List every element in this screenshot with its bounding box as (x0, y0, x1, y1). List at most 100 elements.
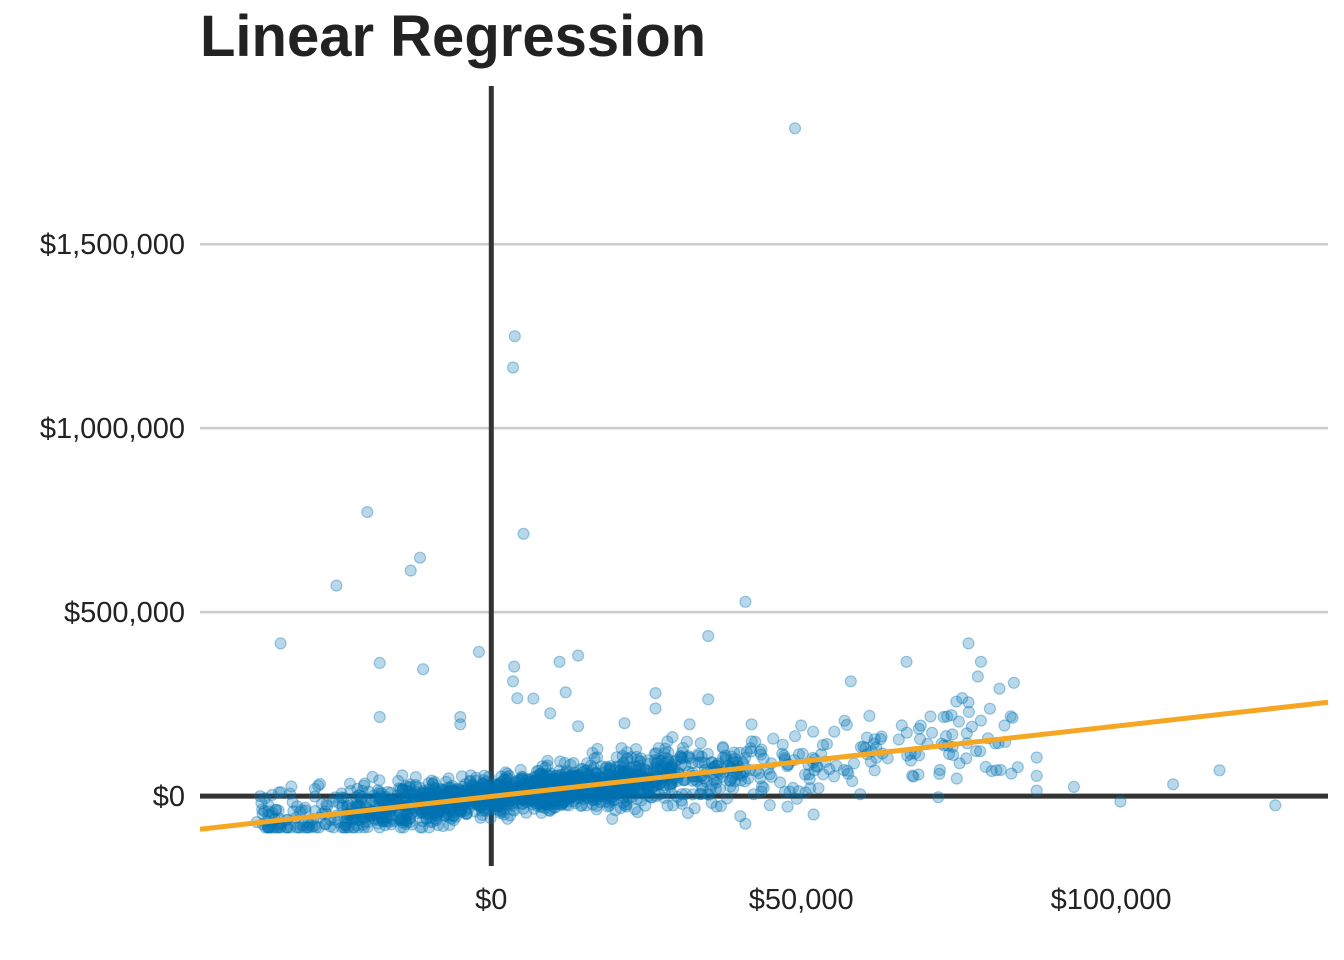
data-point (844, 675, 857, 688)
data-point (430, 785, 443, 798)
data-point (452, 783, 465, 796)
data-point (397, 782, 410, 796)
data-point (420, 788, 433, 802)
data-point (868, 733, 881, 746)
data-point (692, 747, 705, 761)
data-point (495, 802, 508, 816)
data-point (384, 786, 397, 799)
data-point (460, 807, 473, 821)
data-point (377, 815, 390, 828)
data-point (474, 801, 487, 814)
data-point (339, 818, 352, 832)
data-point (429, 806, 442, 820)
data-point (596, 789, 609, 802)
data-point (577, 792, 591, 806)
data-point (573, 791, 587, 804)
data-point (1213, 764, 1226, 777)
data-point (625, 750, 638, 764)
data-point (610, 788, 623, 801)
data-point (443, 818, 456, 832)
data-point (640, 764, 653, 777)
data-point (466, 779, 479, 792)
data-point (500, 771, 513, 784)
data-point (558, 771, 571, 784)
data-point (727, 746, 741, 759)
data-point (586, 798, 599, 811)
data-point (399, 779, 412, 793)
data-point (650, 757, 664, 770)
data-point (460, 807, 473, 820)
data-point (600, 792, 613, 805)
data-point (368, 813, 381, 826)
data-point (416, 821, 429, 834)
data-point (438, 809, 451, 822)
data-point (509, 775, 523, 788)
data-point (786, 781, 800, 795)
data-point (983, 702, 997, 715)
data-point (351, 782, 364, 795)
data-point (734, 810, 747, 823)
data-point (564, 771, 577, 785)
data-point (705, 755, 718, 769)
data-point (510, 776, 523, 789)
data-point (406, 787, 419, 800)
data-point (533, 773, 546, 786)
data-point (416, 806, 429, 819)
data-point (650, 756, 663, 770)
data-point (567, 770, 580, 783)
data-point (701, 747, 714, 761)
data-point (536, 760, 549, 773)
data-point (675, 787, 689, 801)
data-point (1011, 761, 1024, 774)
data-point (599, 785, 612, 799)
data-point (570, 768, 583, 782)
data-point (404, 788, 417, 802)
data-point (564, 790, 577, 803)
data-point (590, 751, 604, 764)
data-point (501, 812, 514, 825)
data-point (297, 821, 310, 834)
data-point (396, 769, 409, 782)
data-point (626, 783, 640, 796)
data-point (492, 796, 506, 810)
data-point (449, 785, 462, 798)
data-point (467, 784, 480, 797)
data-point (656, 762, 669, 776)
data-point (616, 749, 629, 763)
data-point (419, 807, 432, 820)
data-point (549, 792, 563, 805)
data-point (406, 789, 419, 803)
data-point (692, 749, 705, 763)
data-point (301, 821, 314, 834)
data-point (533, 767, 546, 781)
data-point (547, 774, 560, 787)
data-point (384, 818, 398, 831)
data-point (727, 782, 740, 795)
data-point (444, 781, 457, 794)
data-point (338, 821, 351, 834)
data-point (620, 800, 633, 813)
data-point (630, 784, 644, 798)
data-point (396, 782, 409, 796)
data-point (611, 760, 624, 773)
data-point (994, 763, 1007, 777)
data-point (540, 775, 553, 788)
data-point (571, 791, 584, 805)
data-point (560, 792, 573, 805)
data-point (620, 746, 634, 759)
data-point (495, 801, 508, 814)
data-point (576, 766, 589, 779)
data-point (373, 821, 386, 834)
data-point (332, 796, 345, 810)
data-point (266, 806, 279, 820)
data-point (933, 767, 946, 781)
data-point (626, 762, 639, 775)
data-point (538, 770, 551, 783)
data-point (658, 791, 671, 805)
data-point (447, 809, 460, 822)
data-point (337, 821, 351, 834)
data-point (578, 764, 592, 777)
data-point (616, 766, 630, 779)
data-point (405, 818, 419, 831)
data-point (606, 790, 619, 803)
